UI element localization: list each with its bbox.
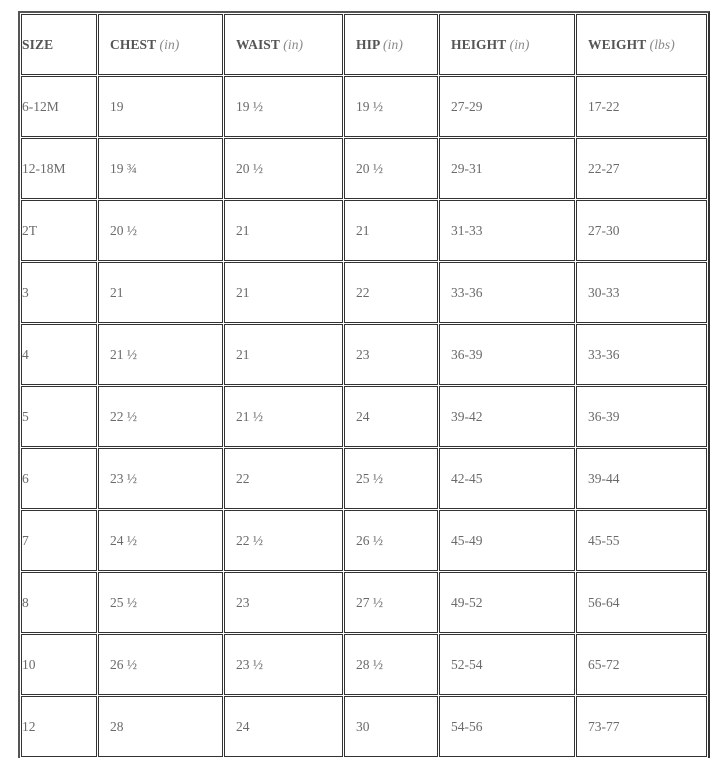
cell-hip: 20 ½ — [344, 138, 438, 199]
table-row: 4 21 ½ 21 23 36-39 33-36 — [21, 324, 707, 385]
cell-chest: 21 — [98, 262, 223, 323]
cell-chest: 25 ½ — [98, 572, 223, 633]
column-header-hip: HIP (in) — [344, 14, 438, 75]
cell-weight: 33-36 — [576, 324, 707, 385]
cell-weight: 56-64 — [576, 572, 707, 633]
cell-size: 4 — [21, 324, 97, 385]
cell-weight: 27-30 — [576, 200, 707, 261]
cell-size: 10 — [21, 634, 97, 695]
cell-chest: 22 ½ — [98, 386, 223, 447]
cell-waist: 20 ½ — [224, 138, 343, 199]
header-unit: (in) — [283, 36, 304, 52]
cell-waist: 23 ½ — [224, 634, 343, 695]
cell-size: 12-18M — [21, 138, 97, 199]
column-header-height: HEIGHT (in) — [439, 14, 575, 75]
column-header-chest: CHEST (in) — [98, 14, 223, 75]
cell-weight: 30-33 — [576, 262, 707, 323]
table-row: 5 22 ½ 21 ½ 24 39-42 36-39 — [21, 386, 707, 447]
cell-height: 52-54 — [439, 634, 575, 695]
cell-hip: 26 ½ — [344, 510, 438, 571]
cell-waist: 23 — [224, 572, 343, 633]
cell-chest: 19 — [98, 76, 223, 137]
cell-waist: 21 — [224, 200, 343, 261]
cell-hip: 23 — [344, 324, 438, 385]
cell-hip: 21 — [344, 200, 438, 261]
cell-chest: 24 ½ — [98, 510, 223, 571]
cell-weight: 22-27 — [576, 138, 707, 199]
cell-chest: 19 ¾ — [98, 138, 223, 199]
cell-height: 36-39 — [439, 324, 575, 385]
header-label: CHEST — [110, 36, 157, 52]
cell-chest: 20 ½ — [98, 200, 223, 261]
cell-waist: 19 ½ — [224, 76, 343, 137]
table-row: 6-12M 19 19 ½ 19 ½ 27-29 17-22 — [21, 76, 707, 137]
cell-weight: 17-22 — [576, 76, 707, 137]
cell-hip: 27 ½ — [344, 572, 438, 633]
table-row: 12 28 24 30 54-56 73-77 — [21, 696, 707, 757]
cell-weight: 36-39 — [576, 386, 707, 447]
column-header-size: SIZE — [21, 14, 97, 75]
size-chart-table: SIZE CHEST (in) WAIST (in) HIP (in) HEIGHT (… — [18, 11, 710, 758]
header-unit: (in) — [509, 36, 530, 52]
cell-height: 33-36 — [439, 262, 575, 323]
cell-height: 42-45 — [439, 448, 575, 509]
table-row: 7 24 ½ 22 ½ 26 ½ 45-49 45-55 — [21, 510, 707, 571]
column-header-weight: WEIGHT (lbs) — [576, 14, 707, 75]
table-row: 3 21 21 22 33-36 30-33 — [21, 262, 707, 323]
header-unit: (in) — [383, 36, 403, 52]
table-row: 2T 20 ½ 21 21 31-33 27-30 — [21, 200, 707, 261]
cell-size: 5 — [21, 386, 97, 447]
cell-size: 2T — [21, 200, 97, 261]
header-unit: (lbs) — [649, 36, 675, 52]
cell-weight: 39-44 — [576, 448, 707, 509]
cell-hip: 22 — [344, 262, 438, 323]
cell-height: 45-49 — [439, 510, 575, 571]
cell-height: 54-56 — [439, 696, 575, 757]
cell-size: 8 — [21, 572, 97, 633]
header-label: HIP — [356, 36, 380, 52]
cell-waist: 21 ½ — [224, 386, 343, 447]
cell-size: 3 — [21, 262, 97, 323]
cell-weight: 65-72 — [576, 634, 707, 695]
header-label: WEIGHT — [588, 36, 647, 52]
cell-size: 12 — [21, 696, 97, 757]
cell-hip: 25 ½ — [344, 448, 438, 509]
cell-height: 29-31 — [439, 138, 575, 199]
cell-waist: 24 — [224, 696, 343, 757]
table-row: 10 26 ½ 23 ½ 28 ½ 52-54 65-72 — [21, 634, 707, 695]
table-row: 6 23 ½ 22 25 ½ 42-45 39-44 — [21, 448, 707, 509]
cell-chest: 23 ½ — [98, 448, 223, 509]
cell-height: 27-29 — [439, 76, 575, 137]
table-row: 8 25 ½ 23 27 ½ 49-52 56-64 — [21, 572, 707, 633]
cell-waist: 21 — [224, 324, 343, 385]
column-header-waist: WAIST (in) — [224, 14, 343, 75]
header-row: SIZE CHEST (in) WAIST (in) HIP (in) HEIGHT (… — [21, 14, 707, 75]
cell-size: 7 — [21, 510, 97, 571]
cell-hip: 19 ½ — [344, 76, 438, 137]
cell-hip: 30 — [344, 696, 438, 757]
cell-height: 31-33 — [439, 200, 575, 261]
cell-weight: 45-55 — [576, 510, 707, 571]
cell-hip: 28 ½ — [344, 634, 438, 695]
cell-weight: 73-77 — [576, 696, 707, 757]
cell-height: 39-42 — [439, 386, 575, 447]
cell-waist: 22 ½ — [224, 510, 343, 571]
cell-chest: 26 ½ — [98, 634, 223, 695]
cell-waist: 22 — [224, 448, 343, 509]
header-unit: (in) — [159, 36, 180, 52]
cell-chest: 28 — [98, 696, 223, 757]
header-label: HEIGHT — [451, 36, 507, 52]
cell-waist: 21 — [224, 262, 343, 323]
header-label: WAIST — [236, 36, 280, 52]
table-row: 12-18M 19 ¾ 20 ½ 20 ½ 29-31 22-27 — [21, 138, 707, 199]
header-label: SIZE — [22, 36, 54, 52]
cell-size: 6-12M — [21, 76, 97, 137]
cell-height: 49-52 — [439, 572, 575, 633]
cell-chest: 21 ½ — [98, 324, 223, 385]
cell-hip: 24 — [344, 386, 438, 447]
cell-size: 6 — [21, 448, 97, 509]
